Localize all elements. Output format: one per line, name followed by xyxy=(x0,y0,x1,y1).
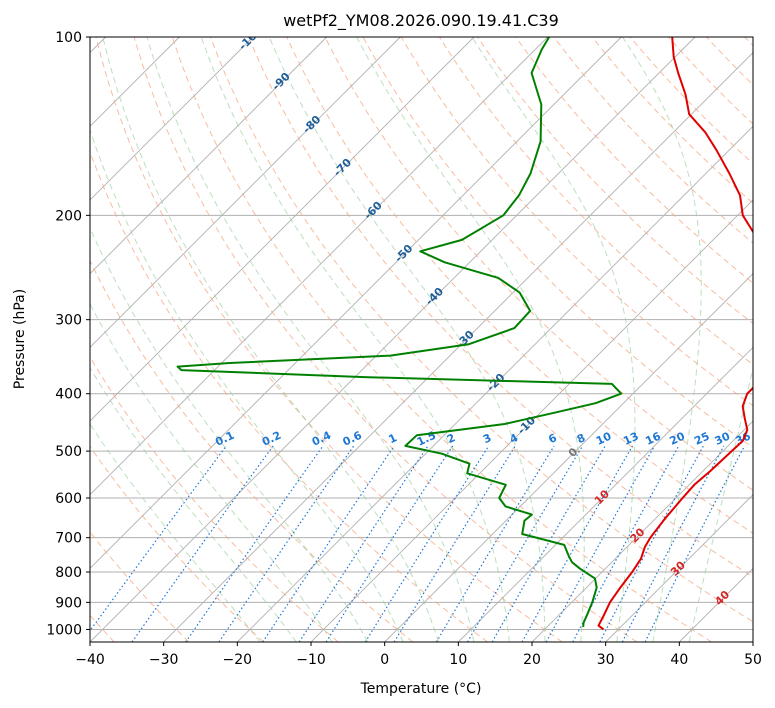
dry-adiabat xyxy=(629,37,753,165)
isotherm xyxy=(605,494,753,642)
y-tick-label: 1000 xyxy=(46,622,82,638)
isotherm xyxy=(90,37,401,348)
moist-adiabat xyxy=(90,423,261,642)
x-tick-label: −20 xyxy=(223,652,253,668)
x-tick-label: 0 xyxy=(380,652,389,668)
moist-adiabat xyxy=(90,226,369,642)
mixing-ratio-line xyxy=(521,445,634,642)
isotherm xyxy=(90,37,475,422)
x-tick-label: 50 xyxy=(744,652,762,668)
x-tick-label: 40 xyxy=(670,652,688,668)
isotherm xyxy=(90,37,696,642)
x-axis-ticks: −40 −30 −20 −10 0 10 20 30 40 50 xyxy=(75,642,762,668)
mixing-ratio-label: 16 xyxy=(643,429,663,447)
isotherm xyxy=(531,420,753,642)
y-tick-label: 500 xyxy=(55,444,82,460)
isotherm xyxy=(90,37,254,201)
moist-adiabat xyxy=(268,37,546,642)
dry-adiabat xyxy=(362,37,753,449)
isotherm xyxy=(237,125,753,642)
mixing-ratio-label: 20 xyxy=(668,429,688,447)
moist-adiabat xyxy=(622,37,702,642)
dry-adiabat xyxy=(210,37,753,623)
mixing-ratio-line xyxy=(364,445,490,642)
moist-adiabat xyxy=(90,302,333,642)
dewpoint-profile xyxy=(176,37,623,627)
isotherm xyxy=(458,346,753,642)
dry-adiabat xyxy=(591,37,753,204)
y-tick-label: 300 xyxy=(55,313,82,329)
moist-adiabat xyxy=(356,37,585,642)
x-tick-label: −30 xyxy=(149,652,179,668)
y-tick-label: 100 xyxy=(55,30,82,46)
isotherm xyxy=(90,37,622,569)
mixing-ratio-label: 30 xyxy=(713,429,733,447)
x-tick-label: 10 xyxy=(449,652,467,668)
dry-adiabat xyxy=(90,259,414,642)
y-tick-label: 900 xyxy=(55,595,82,611)
mixing-ratio-line xyxy=(621,445,725,642)
mixing-ratio-lines xyxy=(90,445,746,642)
mixing-ratio-line xyxy=(185,445,324,642)
mixing-ratio-line xyxy=(435,445,555,642)
pressure-grid xyxy=(90,37,753,630)
mixing-ratio-line xyxy=(545,445,656,642)
moist-adiabat xyxy=(688,365,753,642)
dry-adiabat xyxy=(248,37,753,578)
dry-adiabat xyxy=(400,37,753,407)
mixing-ratio-label: 10 xyxy=(594,429,614,447)
mixing-ratio-label: 13 xyxy=(621,430,640,448)
mixing-ratio-line xyxy=(298,445,429,642)
moist-adiabat xyxy=(471,37,636,642)
x-tick-label: 30 xyxy=(597,652,615,668)
mixing-ratio-line xyxy=(325,445,454,642)
dry-adiabats xyxy=(90,37,753,642)
x-axis-title: Temperature (°C) xyxy=(360,681,482,697)
isotherm xyxy=(163,52,753,642)
y-axis-title: Pressure (hPa) xyxy=(12,289,28,389)
dry-adiabat xyxy=(171,37,712,642)
dry-adiabat xyxy=(515,37,753,284)
isotherm xyxy=(384,273,753,642)
sounding-profiles xyxy=(176,37,753,631)
mixing-ratio-line xyxy=(644,445,746,642)
y-axis-ticks: 100 200 300 400 500 600 700 800 900 1000 xyxy=(46,30,90,638)
mixing-ratio-line xyxy=(466,445,584,642)
y-tick-label: 700 xyxy=(55,531,82,547)
x-tick-label: 20 xyxy=(523,652,541,668)
moist-adiabats xyxy=(90,37,753,642)
y-tick-label: 600 xyxy=(55,491,82,507)
chart-title: wetPf2_YM08.2026.090.19.41.C39 xyxy=(283,11,559,31)
x-tick-label: −10 xyxy=(296,652,326,668)
plot-frame xyxy=(89,36,754,643)
moist-adiabat xyxy=(200,37,510,642)
y-tick-label: 400 xyxy=(55,387,82,403)
moist-adiabat xyxy=(146,37,475,642)
y-tick-label: 800 xyxy=(55,565,82,581)
dry-adiabat xyxy=(477,37,753,325)
mixing-ratio-line xyxy=(393,445,516,642)
dry-adiabat xyxy=(95,37,563,642)
moist-adiabat xyxy=(102,37,439,642)
x-tick-label: −40 xyxy=(75,652,105,668)
dry-adiabat xyxy=(324,37,753,491)
temperature-profile xyxy=(597,37,753,631)
isotherm xyxy=(90,37,327,275)
mixing-ratio-line xyxy=(131,445,274,642)
mixing-ratio-line xyxy=(262,445,395,642)
dry-adiabat xyxy=(133,37,638,642)
y-tick-label: 200 xyxy=(55,208,82,224)
moist-adiabat xyxy=(90,128,404,642)
dry-adiabat xyxy=(90,445,264,642)
mixing-ratio-label: 25 xyxy=(692,430,711,448)
mixing-ratio-line xyxy=(218,445,355,642)
